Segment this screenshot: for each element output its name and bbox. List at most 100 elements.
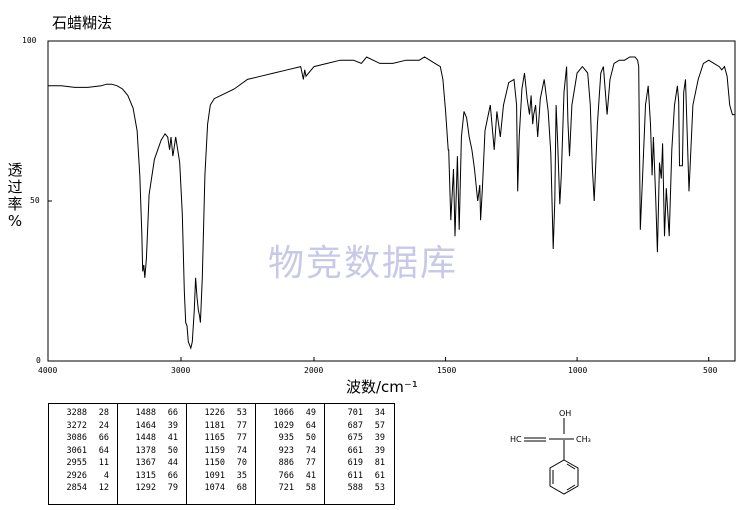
peak-row: 2955 11 (57, 457, 117, 470)
peak-wavenumber: 1378 (135, 445, 156, 456)
tick-marks (47, 40, 710, 362)
peak-row: 1066 49 (264, 407, 324, 420)
peak-column: 1066 49 1029 64 935 50 923 74 886 77 766 41 72… (256, 404, 325, 504)
peak-wavenumber: 611 (347, 470, 363, 481)
peak-transmittance: 41 (167, 433, 178, 443)
peak-wavenumber: 3061 (66, 445, 87, 456)
peak-transmittance: 58 (305, 483, 316, 493)
peak-column: 1488 66 1464 39 1448 41 1378 50 1367 44 1315 6… (118, 404, 187, 504)
peak-wavenumber: 1448 (135, 433, 156, 443)
peak-transmittance: 53 (236, 408, 247, 418)
peak-transmittance: 50 (167, 445, 178, 456)
peak-transmittance: 41 (305, 470, 316, 481)
peak-wavenumber: 1464 (135, 420, 156, 431)
peak-wavenumber: 701 (347, 408, 363, 418)
peak-wavenumber: 935 (278, 433, 294, 443)
peak-wavenumber: 1165 (204, 433, 225, 443)
spectrum-trace (48, 56, 735, 350)
peak-wavenumber: 3086 (66, 433, 87, 443)
y-axis-label: 透 过 率 % (4, 162, 26, 230)
peak-row: 1292 79 (126, 482, 186, 495)
peak-row: 886 77 (264, 457, 324, 470)
peak-row: 1159 74 (195, 445, 255, 458)
peak-transmittance: 77 (236, 433, 247, 443)
peak-wavenumber: 661 (347, 445, 363, 456)
peak-transmittance: 64 (305, 420, 316, 431)
peak-row: 1150 70 (195, 457, 255, 470)
x-tick-label: 1500 (437, 366, 457, 375)
peak-transmittance: 50 (305, 433, 316, 443)
peak-wavenumber: 3288 (66, 408, 87, 418)
peak-row: 687 57 (333, 420, 394, 433)
ir-spectrum-chart (47, 40, 736, 362)
peak-wavenumber: 886 (278, 458, 294, 468)
x-tick-label: 2000 (304, 366, 324, 375)
peak-row: 721 58 (264, 482, 324, 495)
peak-row: 3086 66 (57, 432, 117, 445)
peak-transmittance: 70 (236, 458, 247, 468)
peak-transmittance: 12 (98, 483, 109, 493)
x-tick-label: 3000 (171, 366, 191, 375)
peak-row: 675 39 (333, 432, 394, 445)
peak-transmittance: 24 (98, 420, 109, 431)
peak-transmittance: 35 (236, 470, 247, 481)
peak-transmittance: 79 (167, 483, 178, 493)
peak-row: 1315 66 (126, 470, 186, 483)
peak-transmittance: 61 (374, 470, 385, 481)
peak-row: 1378 50 (126, 445, 186, 458)
peak-wavenumber: 1150 (204, 458, 225, 468)
peak-transmittance: 66 (98, 433, 109, 443)
peak-row: 3288 28 (57, 407, 117, 420)
peak-column: 1226 53 1181 77 1165 77 1159 74 1150 70 1091 3… (187, 404, 256, 504)
peak-row: 3061 64 (57, 445, 117, 458)
peak-row: 619 81 (333, 457, 394, 470)
peak-transmittance: 49 (305, 408, 316, 418)
peak-wavenumber: 619 (347, 458, 363, 468)
peak-wavenumber: 2854 (66, 483, 87, 493)
peak-wavenumber: 2926 (66, 470, 87, 481)
peak-row: 766 41 (264, 470, 324, 483)
molecular-structure: OH HC CH₃ (510, 409, 591, 495)
peak-transmittance: 57 (374, 420, 385, 431)
peak-wavenumber: 1226 (204, 408, 225, 418)
y-tick-label: 100 (22, 36, 37, 45)
peak-transmittance: 68 (236, 483, 247, 493)
structure-left-label: HC (510, 435, 522, 444)
peak-transmittance: 53 (374, 483, 385, 493)
peak-wavenumber: 3272 (66, 420, 87, 431)
y-tick-label: 50 (30, 196, 40, 205)
x-tick-label: 4000 (38, 366, 58, 375)
peak-wavenumber: 1181 (204, 420, 225, 431)
peak-column: 701 34 687 57 675 39 661 39 619 81 611 61 588 5… (325, 404, 394, 504)
peak-row: 1488 66 (126, 407, 186, 420)
peak-wavenumber: 1292 (135, 483, 156, 493)
peak-wavenumber: 1074 (204, 483, 225, 493)
peak-row: 1367 44 (126, 457, 186, 470)
peak-wavenumber: 1488 (135, 408, 156, 418)
peak-transmittance: 77 (236, 420, 247, 431)
peak-transmittance: 39 (167, 420, 178, 431)
peak-wavenumber: 2955 (66, 458, 87, 468)
peak-row: 1091 35 (195, 470, 255, 483)
peak-transmittance: 11 (98, 458, 109, 468)
peak-wavenumber: 687 (347, 420, 363, 431)
peak-row: 701 34 (333, 407, 394, 420)
peak-transmittance: 39 (374, 433, 385, 443)
peak-transmittance: 44 (167, 458, 178, 468)
peak-wavenumber: 1159 (204, 445, 225, 456)
peak-row: 2854 12 (57, 482, 117, 495)
peak-transmittance: 4 (103, 470, 109, 481)
peak-row: 1448 41 (126, 432, 186, 445)
peak-wavenumber: 675 (347, 433, 363, 443)
y-axis-label-char: 透 (7, 161, 23, 179)
peak-row: 1181 77 (195, 420, 255, 433)
peak-wavenumber: 1066 (273, 408, 294, 418)
sampling-method-label: 石蜡糊法 (52, 14, 113, 32)
peak-wavenumber: 1367 (135, 458, 156, 468)
peak-row: 1029 64 (264, 420, 324, 433)
peak-transmittance: 77 (305, 458, 316, 468)
peak-row: 923 74 (264, 445, 324, 458)
peak-wavenumber: 923 (278, 445, 294, 456)
peak-transmittance: 66 (167, 408, 178, 418)
peak-row: 588 53 (333, 482, 394, 495)
